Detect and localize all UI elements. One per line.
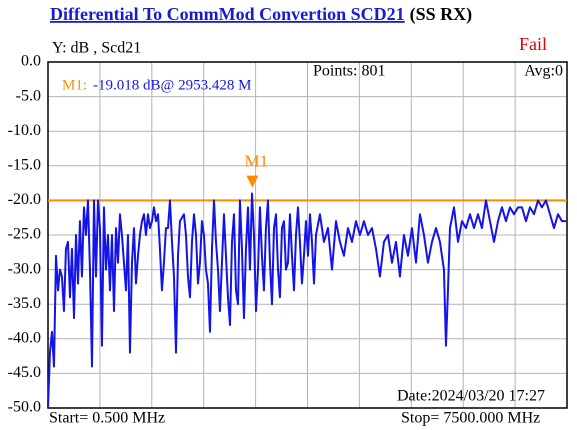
marker-readout-label: M1: bbox=[62, 77, 87, 93]
stop: Stop= 7500.000 MHz bbox=[401, 410, 540, 427]
title-main: Differential To CommMod Convertion SCD21 bbox=[50, 4, 405, 24]
trace bbox=[47, 192, 566, 409]
y-tick-label: -15.0 bbox=[8, 156, 41, 173]
y-tick-label: -30.0 bbox=[8, 260, 41, 277]
title: Differential To CommMod Convertion SCD21… bbox=[50, 4, 472, 25]
y-tick-label: -25.0 bbox=[8, 226, 41, 243]
marker-readout: -19.018 dB@ 2953.428 M bbox=[93, 77, 251, 93]
marker-label: M1 bbox=[245, 152, 269, 171]
marker-triangle bbox=[246, 175, 259, 188]
y-tick-label: -10.0 bbox=[8, 122, 41, 139]
date: Date:2024/03/20 17:27 bbox=[397, 388, 545, 405]
y-tick-label: -35.0 bbox=[8, 295, 41, 312]
y-tick-label: 0.0 bbox=[21, 53, 41, 70]
y-label: Y: dB , Scd21 bbox=[52, 40, 141, 57]
y-tick-label: -40.0 bbox=[8, 329, 41, 346]
avg-info: Avg:0 bbox=[524, 63, 563, 80]
y-tick-label: -50.0 bbox=[8, 399, 41, 416]
start: Start= 0.500 MHz bbox=[49, 410, 165, 427]
points-info: Points: 801 bbox=[313, 63, 385, 80]
y-tick-label: -20.0 bbox=[8, 191, 41, 208]
y-tick-label: -5.0 bbox=[16, 87, 41, 104]
title-suffix: (SS RX) bbox=[410, 4, 473, 25]
plot-frame bbox=[47, 61, 568, 409]
y-tick-label: -45.0 bbox=[8, 364, 41, 381]
status: Fail bbox=[519, 34, 547, 54]
